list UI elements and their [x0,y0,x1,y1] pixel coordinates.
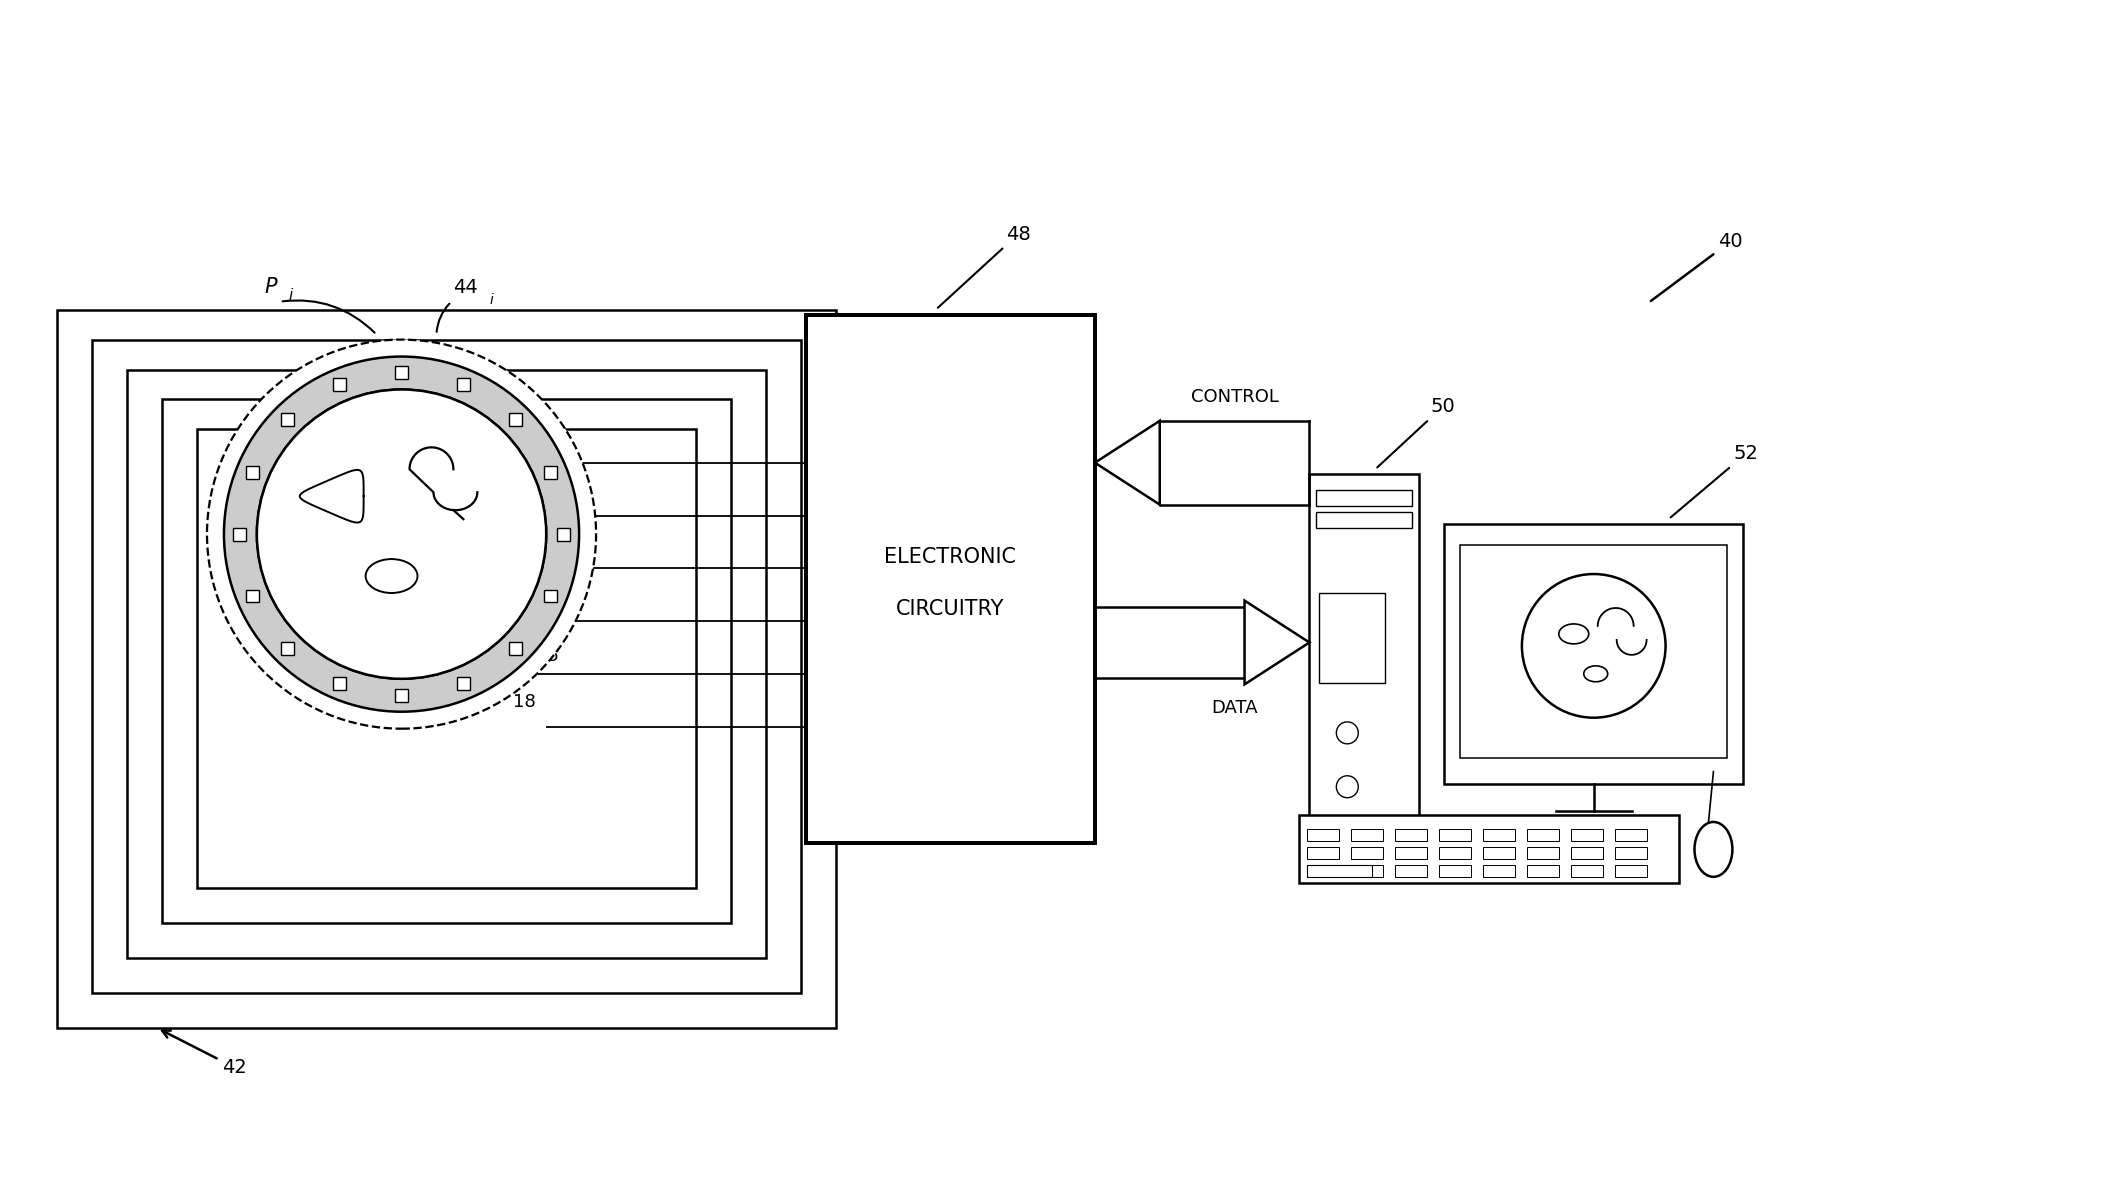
Bar [1308,866,1373,877]
Bar [394,689,407,702]
Text: DATA: DATA [1211,700,1257,718]
Circle shape [257,390,546,678]
Bar [162,399,730,924]
Bar [1396,866,1428,877]
Bar [544,465,557,478]
Text: 40: 40 [1651,232,1742,301]
Bar [333,379,346,391]
Bar [1459,545,1727,758]
Circle shape [1523,574,1666,718]
Text: 45: 45 [536,646,559,665]
Bar [458,677,470,690]
Bar [544,590,557,603]
Bar [1615,866,1647,877]
Bar [280,642,293,655]
Bar [1527,848,1559,860]
Bar [280,413,293,426]
Polygon shape [1244,600,1310,684]
Bar [1571,848,1603,860]
Text: i: i [289,288,293,303]
Bar [1615,848,1647,860]
Bar [1615,830,1647,842]
Bar [1352,848,1384,860]
Text: CIRCUITRY: CIRCUITRY [896,599,1004,619]
Bar [127,369,766,958]
Bar [1396,848,1428,860]
Bar [234,528,247,541]
Bar [1483,848,1514,860]
Bar [1299,816,1679,883]
Bar [1483,866,1514,877]
Text: i: i [276,597,280,611]
Bar [510,413,523,426]
Text: ELECTRONIC: ELECTRONIC [884,547,1017,567]
Polygon shape [1095,420,1160,504]
Bar [1438,866,1470,877]
Text: 48: 48 [939,225,1031,308]
Bar [1527,830,1559,842]
Circle shape [1337,722,1358,744]
Bar [247,465,259,478]
Ellipse shape [1559,624,1588,644]
Bar [1310,475,1419,834]
Bar [57,310,835,1028]
Bar [1316,513,1413,528]
Text: P: P [264,277,276,297]
Bar [1352,866,1384,877]
Text: r: r [255,586,264,605]
Text: 18: 18 [512,693,536,710]
Ellipse shape [365,559,418,593]
Bar [1320,593,1386,683]
Ellipse shape [1584,665,1607,682]
Bar [1438,848,1470,860]
Bar [247,590,259,603]
Bar [394,366,407,379]
Polygon shape [299,470,363,522]
Circle shape [1337,776,1358,798]
Bar [510,642,523,655]
Bar [333,677,346,690]
Bar [1438,830,1470,842]
Circle shape [257,390,546,678]
Text: 46: 46 [418,562,443,581]
Bar [93,340,801,993]
Bar [1483,830,1514,842]
Bar [1571,866,1603,877]
Bar [557,528,569,541]
Bar [1571,830,1603,842]
Text: 52: 52 [1670,444,1759,517]
Text: 42: 42 [162,1030,247,1077]
Bar [806,315,1095,843]
Bar [1352,830,1384,842]
Text: i: i [489,292,494,307]
Bar [1527,866,1559,877]
Bar [196,430,696,888]
Bar [1308,848,1339,860]
Circle shape [207,340,597,728]
Text: 50: 50 [1377,398,1455,468]
Bar [458,379,470,391]
Bar [1396,830,1428,842]
Ellipse shape [1694,822,1731,877]
Bar [1308,866,1339,877]
Text: CONTROL: CONTROL [1192,388,1278,406]
Circle shape [224,356,580,712]
Bar [1308,830,1339,842]
Bar [1316,490,1413,507]
Text: 44: 44 [453,278,479,297]
Bar [1445,525,1744,784]
